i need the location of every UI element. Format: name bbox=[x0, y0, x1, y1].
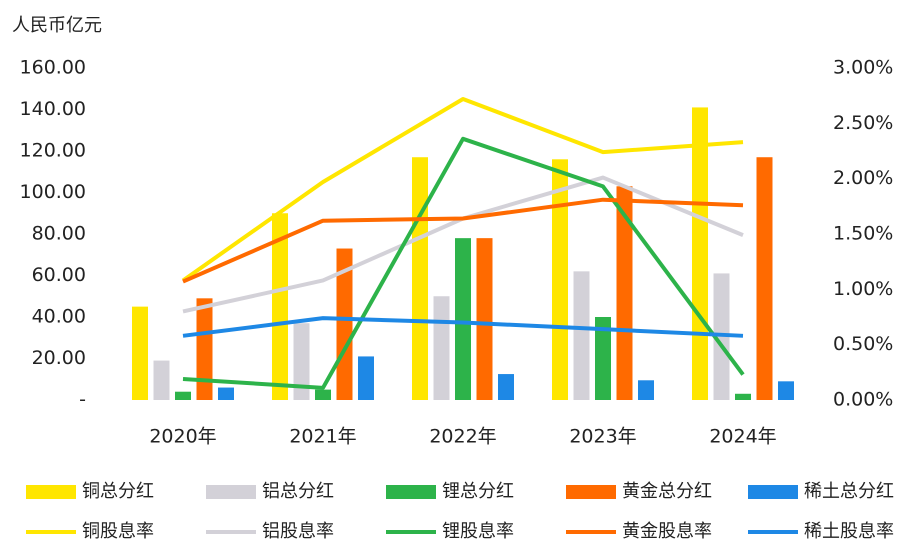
legend-label: 铜股息率 bbox=[82, 521, 154, 541]
x-tick-label: 2024年 bbox=[709, 426, 776, 448]
legend-label: 锂股息率 bbox=[442, 521, 514, 541]
bar bbox=[132, 306, 148, 400]
bar bbox=[692, 107, 708, 401]
y2-tick-label: 3.00% bbox=[833, 57, 893, 79]
line bbox=[182, 136, 745, 390]
y2-tick-label: 2.50% bbox=[833, 112, 893, 134]
legend-label: 铝总分红 bbox=[262, 481, 334, 502]
bar bbox=[293, 323, 310, 400]
bar bbox=[315, 389, 331, 400]
bar bbox=[778, 381, 794, 400]
y2-tick-label: 1.50% bbox=[833, 223, 893, 245]
x-tick-label: 2023年 bbox=[569, 426, 636, 448]
bar bbox=[272, 213, 288, 400]
legend-swatch bbox=[386, 485, 436, 499]
bar bbox=[336, 248, 353, 400]
legend-label: 稀土股息率 bbox=[804, 521, 894, 541]
bar bbox=[476, 238, 493, 400]
bar bbox=[595, 317, 611, 400]
y2-tick-label: 0.50% bbox=[833, 333, 893, 355]
y-tick-label: - bbox=[79, 389, 86, 411]
legend-label: 稀土总分红 bbox=[804, 481, 894, 502]
legend-label: 铝股息率 bbox=[262, 521, 334, 541]
legend-label: 黄金总分红 bbox=[622, 481, 712, 502]
line bbox=[181, 96, 744, 283]
bar bbox=[638, 380, 654, 400]
y-tick-label: 120.00 bbox=[20, 140, 86, 162]
line bbox=[182, 316, 744, 338]
legend-label: 铜总分红 bbox=[82, 481, 154, 502]
bar bbox=[735, 393, 751, 400]
line bbox=[182, 197, 744, 284]
y-tick-label: 20.00 bbox=[32, 347, 86, 369]
bar bbox=[498, 374, 514, 400]
legend-swatch bbox=[748, 485, 798, 499]
y-tick-label: 60.00 bbox=[32, 264, 86, 286]
bar bbox=[175, 391, 191, 400]
legend-label: 黄金股息率 bbox=[622, 521, 712, 541]
bar bbox=[552, 159, 568, 400]
y-axis-label: 人民币亿元 bbox=[12, 15, 102, 36]
legend-swatch bbox=[206, 485, 256, 499]
legend-swatch bbox=[26, 485, 76, 499]
y-tick-label: 40.00 bbox=[32, 306, 86, 328]
y2-tick-label: 1.00% bbox=[833, 278, 893, 300]
bar bbox=[756, 157, 773, 400]
bar bbox=[218, 387, 234, 400]
bar bbox=[412, 157, 428, 400]
y-tick-label: 160.00 bbox=[20, 57, 86, 79]
legend-swatch bbox=[566, 485, 616, 499]
y2-tick-label: 2.00% bbox=[833, 167, 893, 189]
bar bbox=[616, 186, 633, 400]
y-tick-label: 140.00 bbox=[20, 98, 86, 120]
y-tick-label: 80.00 bbox=[32, 223, 86, 245]
x-tick-label: 2022年 bbox=[429, 426, 496, 448]
bar bbox=[433, 296, 450, 400]
x-tick-label: 2020年 bbox=[149, 426, 216, 448]
y-tick-label: 100.00 bbox=[20, 181, 86, 203]
bar bbox=[153, 360, 170, 400]
bar bbox=[358, 356, 374, 400]
x-tick-label: 2021年 bbox=[289, 426, 356, 448]
y2-tick-label: 0.00% bbox=[833, 389, 893, 411]
bar bbox=[573, 271, 590, 400]
bar bbox=[455, 238, 471, 400]
legend-label: 锂总分红 bbox=[442, 481, 514, 502]
bar bbox=[196, 298, 213, 400]
